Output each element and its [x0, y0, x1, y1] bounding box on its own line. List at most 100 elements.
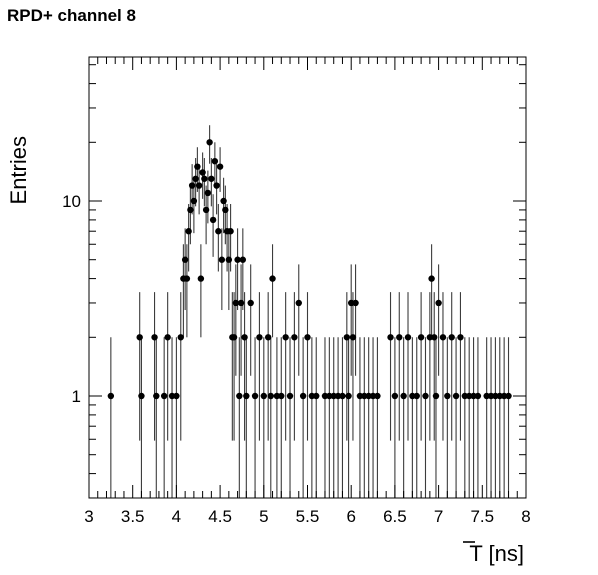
data-point: [417, 334, 425, 341]
data-point: [439, 334, 447, 341]
data-point: [202, 206, 210, 214]
y-axis-title: Entries: [6, 136, 31, 204]
error-bars: [110, 125, 510, 498]
x-tick-label: 6.5: [383, 507, 407, 526]
x-tick-label: 4: [172, 507, 181, 526]
x-tick-label: 3: [84, 507, 93, 526]
data-point: [282, 334, 289, 341]
x-tick-label: 4.5: [208, 507, 232, 526]
data-point: [236, 392, 243, 400]
data-point: [374, 392, 381, 400]
data-point: [339, 392, 346, 400]
data-point: [243, 392, 250, 400]
x-tick-label: 7.5: [470, 507, 494, 526]
data-point: [209, 216, 217, 224]
data-point: [232, 299, 240, 307]
data-point: [177, 334, 184, 341]
data-point: [396, 334, 403, 341]
data-point: [343, 334, 351, 341]
data-point: [264, 334, 272, 341]
data-point: [313, 392, 320, 400]
data-point: [431, 334, 438, 341]
data-point: [452, 392, 460, 400]
data-point: [188, 182, 196, 189]
data-point: [185, 228, 192, 235]
x-tick-label: 7: [434, 507, 443, 526]
axis-ticks: [88, 57, 527, 499]
data-point: [107, 392, 115, 400]
data-point: [190, 197, 198, 205]
y-tick-label: 10: [62, 192, 81, 211]
data-point: [208, 175, 215, 182]
data-point: [195, 182, 203, 189]
data-point: [413, 392, 420, 400]
data-point: [138, 392, 145, 400]
data-point: [234, 256, 241, 263]
data-point: [194, 163, 201, 170]
data-point: [435, 299, 442, 307]
data-point: [230, 334, 238, 341]
data-point: [164, 334, 171, 341]
data-point: [183, 275, 191, 282]
data-point: [404, 334, 412, 341]
data-point: [218, 256, 226, 263]
data-point: [136, 334, 143, 341]
data-point: [474, 392, 482, 400]
x-tick-label: 5: [259, 507, 268, 526]
data-point: [199, 169, 206, 176]
data-point: [227, 228, 234, 235]
x-tick-label: 8: [521, 507, 530, 526]
data-point: [213, 182, 220, 189]
data-point: [260, 392, 267, 400]
data-point: [457, 334, 464, 341]
data-point: [151, 334, 158, 341]
data-point: [387, 334, 394, 341]
data-point: [448, 334, 455, 341]
data-point: [428, 275, 435, 282]
data-point: [304, 334, 311, 341]
tick-labels: 3 3.5 4 4.5 5 5.5 6 6.5 7 7.5 8 1 10: [62, 192, 531, 526]
data-point: [239, 256, 247, 263]
data-point: [267, 392, 274, 400]
data-point: [400, 392, 407, 400]
x-tick-label: 3.5: [121, 507, 145, 526]
data-point: [505, 392, 512, 400]
data-point: [237, 299, 245, 307]
data-point: [216, 163, 224, 170]
data-point: [160, 392, 168, 400]
data-point: [247, 299, 254, 307]
data-markers: [107, 139, 512, 400]
data-point: [432, 392, 440, 400]
data-point: [444, 392, 451, 400]
data-point: [204, 189, 212, 197]
data-point: [278, 392, 285, 400]
data-point: [391, 392, 399, 400]
data-point: [173, 392, 180, 400]
data-point: [206, 139, 213, 146]
data-point: [187, 206, 194, 214]
data-point: [181, 256, 189, 263]
data-point: [291, 334, 298, 341]
data-point: [225, 256, 233, 263]
data-point: [269, 275, 276, 282]
data-point: [153, 392, 160, 400]
chart-title: RPD+ channel 8: [7, 6, 136, 25]
data-point: [295, 299, 302, 307]
data-point: [220, 197, 227, 205]
data-point: [241, 334, 248, 341]
data-point: [192, 175, 199, 182]
data-point: [222, 206, 229, 214]
data-point: [352, 299, 359, 307]
x-tick-label: 5.5: [296, 507, 320, 526]
data-point: [197, 275, 205, 282]
data-point: [256, 334, 263, 341]
x-axis-title: T [ns]: [469, 541, 524, 566]
data-point: [422, 392, 429, 400]
x-tick-label: 6: [346, 507, 355, 526]
data-point: [215, 228, 222, 235]
data-point: [286, 392, 294, 400]
data-point: [345, 392, 352, 400]
data-point: [251, 392, 259, 400]
data-point: [349, 334, 357, 341]
